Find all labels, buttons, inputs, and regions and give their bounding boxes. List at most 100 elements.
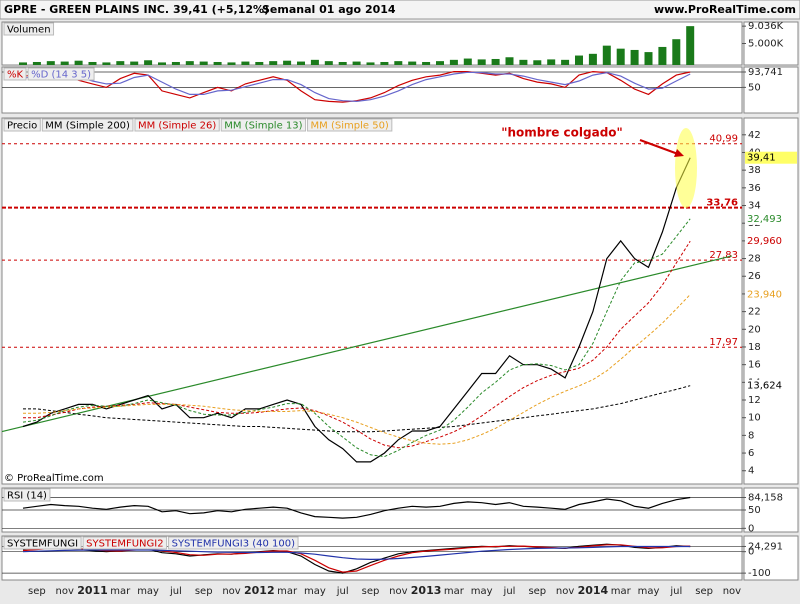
volume-bar	[255, 61, 264, 65]
volume-bar	[644, 52, 653, 65]
volume-bar	[394, 61, 403, 65]
y-tick-label: 50	[748, 505, 761, 516]
end-label-box	[745, 212, 797, 225]
end-label-box	[745, 379, 797, 392]
axis-area	[743, 117, 799, 485]
series-line	[22, 218, 691, 458]
end-label: 13,624	[747, 381, 782, 392]
y-tick-label: 34	[748, 201, 761, 212]
legend-entry: %K	[7, 70, 24, 81]
x-tick-label: sep	[195, 586, 213, 597]
volume-bar	[672, 39, 681, 65]
y-tick-label: 0	[748, 523, 754, 534]
x-tick-label: nov	[56, 586, 74, 597]
legend-entry: SYSTEMFUNGI	[7, 539, 78, 550]
end-label-box	[745, 151, 797, 164]
volume-bar	[310, 59, 319, 65]
legend-entry: RSI (14)	[7, 491, 47, 502]
volume-bar	[436, 61, 444, 65]
y-tick-label: 28	[748, 254, 761, 265]
x-tick-label: 2011	[77, 584, 108, 597]
volume-bar	[269, 61, 278, 65]
volume-bar	[519, 59, 528, 65]
x-tick-label: sep	[362, 586, 380, 597]
level-label: 33,76	[706, 198, 738, 209]
series-line	[22, 157, 691, 463]
volume-bar	[463, 58, 472, 65]
volume-bar	[422, 61, 431, 65]
y-tick-label: 5.000K	[748, 39, 784, 50]
x-tick-label: mar	[277, 586, 298, 597]
volume-bar	[477, 59, 486, 65]
series-line	[23, 240, 691, 449]
legend-box	[168, 536, 299, 550]
legend-entry: SYSTEMFUNGI3 (40 100)	[172, 539, 296, 550]
legend-box	[134, 118, 220, 132]
x-tick-label: sep	[528, 586, 546, 597]
end-label-box	[745, 288, 797, 301]
axis-area	[743, 535, 799, 581]
y-tick-label: 84,158	[748, 492, 783, 503]
volume-bar	[283, 60, 292, 65]
legend-box	[3, 118, 41, 132]
series-line	[23, 385, 691, 433]
level-label: 27,83	[709, 250, 738, 261]
y-tick-label: 38	[748, 165, 761, 176]
volume-bar	[588, 53, 597, 65]
volume-bar	[185, 61, 194, 65]
volume-bar	[130, 61, 139, 65]
legend-entry: SYSTEMFUNGI2	[86, 539, 163, 550]
legend-box	[41, 118, 134, 132]
x-tick-label: jul	[503, 586, 516, 597]
x-tick-label: mar	[110, 586, 131, 597]
y-tick-label: 9.036K	[748, 21, 784, 32]
end-label: 32,493	[747, 214, 782, 225]
volume-bar	[547, 59, 556, 65]
level-label: 40,99	[709, 134, 738, 145]
highlight	[675, 128, 697, 208]
series-line	[23, 294, 691, 445]
y-tick-label: 12	[748, 395, 761, 406]
y-tick-label: 24,291	[748, 541, 783, 552]
volume-bar	[561, 59, 570, 65]
y-tick-label: 22	[748, 307, 761, 318]
x-tick-label: 2012	[244, 584, 275, 597]
volume-bar	[658, 46, 667, 65]
y-tick-label: 0	[748, 547, 754, 558]
legend-box	[307, 118, 393, 132]
volume-bar	[19, 62, 27, 65]
x-tick-label: mar	[444, 586, 465, 597]
header-bar	[0, 0, 800, 20]
x-tick-label: 2013	[411, 584, 442, 597]
y-tick-label: 16	[748, 360, 761, 371]
legend-entry: Precio	[7, 121, 37, 132]
end-label: 39,41	[747, 153, 776, 164]
legend-box	[82, 536, 168, 550]
y-tick-label: 50	[748, 82, 761, 93]
credit: © ProRealTime.com	[4, 473, 104, 484]
x-tick-label: sep	[695, 586, 713, 597]
x-tick-label: nov	[222, 586, 240, 597]
volume-bar	[241, 61, 250, 65]
legend-box	[3, 536, 82, 550]
period: Semanal 01 ago 2014	[262, 3, 396, 16]
x-tick-label: may	[638, 586, 660, 597]
volume-bar	[60, 61, 69, 65]
volume-bar	[213, 61, 222, 65]
end-label: 23,940	[747, 289, 782, 300]
legend-box	[3, 488, 51, 502]
y-tick-label: -100	[748, 568, 771, 579]
annotation: "hombre colgado"	[501, 126, 623, 140]
volume-bar	[74, 60, 83, 65]
legend-entry: MM (Simple 26)	[138, 121, 216, 132]
legend-entry: MM (Simple 200)	[45, 121, 130, 132]
volume-bar	[227, 62, 236, 65]
volume-bar	[505, 57, 514, 65]
x-tick-label: may	[304, 586, 326, 597]
volume-bar	[616, 48, 625, 65]
legend-box	[3, 67, 27, 81]
volume-bar	[338, 61, 347, 65]
ticker: GPRE - GREEN PLAINS INC.	[4, 3, 169, 16]
x-tick-label: mar	[611, 586, 632, 597]
panels: 9.036K 5.000K Volumen 93,741 50 %K %D (14 3 5)…	[1, 21, 799, 597]
